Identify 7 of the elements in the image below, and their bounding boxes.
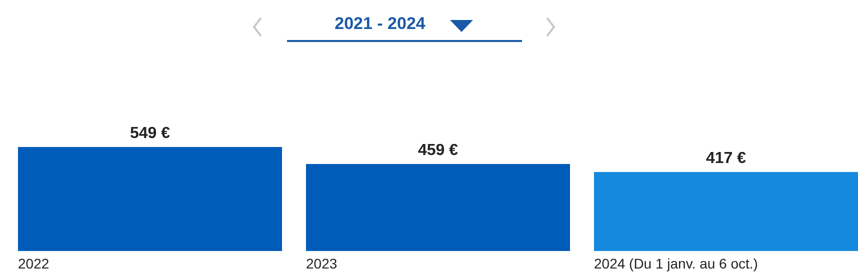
data-label: 459 € xyxy=(418,142,458,160)
x-tick-label: 2024 (Du 1 janv. au 6 oct.) xyxy=(594,256,758,272)
x-tick-label: 2023 xyxy=(306,256,338,272)
data-label: 417 € xyxy=(706,150,746,168)
chart-title: 2021 - 2024 xyxy=(334,14,426,34)
x-tick-label: 2022 xyxy=(18,256,50,272)
data-label: 549 € xyxy=(130,125,170,142)
